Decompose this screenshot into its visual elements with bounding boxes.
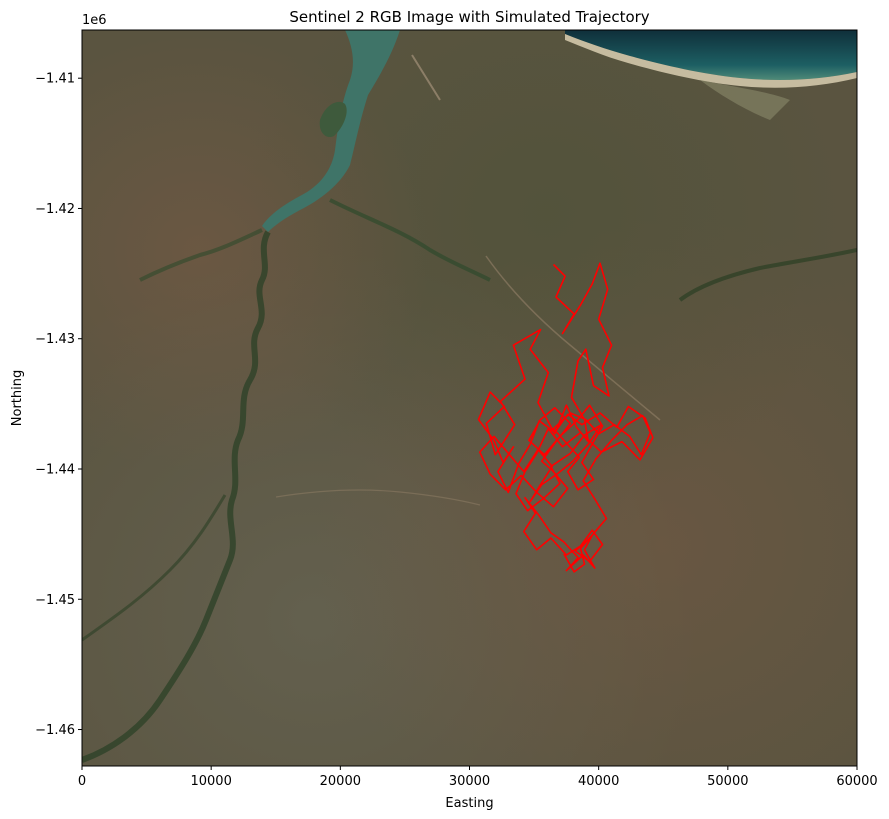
y-tick-label: −1.41 <box>35 72 75 87</box>
chart-title: Sentinel 2 RGB Image with Simulated Traj… <box>289 8 649 26</box>
trajectory-line <box>477 262 654 573</box>
y-tick-label: −1.42 <box>35 202 75 217</box>
x-tick-label: 60000 <box>836 774 877 789</box>
river-tributary <box>329 198 491 282</box>
satellite-image <box>82 30 857 766</box>
x-axis-title: Easting <box>445 796 493 811</box>
beach <box>565 34 857 88</box>
creek-east <box>678 248 857 302</box>
y-tick-label: −1.43 <box>35 332 75 347</box>
river-tributary-west <box>139 228 263 282</box>
x-axis: 0 10000 20000 30000 40000 50000 60000 <box>78 766 878 789</box>
x-tick-label: 30000 <box>449 774 490 789</box>
river-channel <box>82 230 271 763</box>
x-tick-label: 10000 <box>190 774 231 789</box>
x-tick-label: 0 <box>78 774 86 789</box>
tidal-flats <box>700 80 790 120</box>
sea <box>565 30 857 80</box>
x-tick-label: 20000 <box>320 774 361 789</box>
y-tick-label: −1.46 <box>35 723 75 738</box>
track <box>275 489 481 506</box>
y-tick-label: −1.45 <box>35 593 75 608</box>
trajectory-layer <box>477 262 654 573</box>
y-axis: −1.46 −1.45 −1.44 −1.43 −1.42 −1.41 <box>35 72 82 738</box>
estuary <box>262 30 400 232</box>
y-tick-label: −1.44 <box>35 462 75 477</box>
creek-southwest <box>82 494 227 642</box>
y-axis-title: Northing <box>10 370 25 426</box>
x-tick-label: 40000 <box>578 774 619 789</box>
x-tick-label: 50000 <box>707 774 748 789</box>
y-offset-label: 1e6 <box>82 13 107 28</box>
road <box>485 255 661 421</box>
airstrip <box>411 54 441 101</box>
image-tone-west <box>82 30 857 766</box>
estuary-island <box>319 101 347 138</box>
